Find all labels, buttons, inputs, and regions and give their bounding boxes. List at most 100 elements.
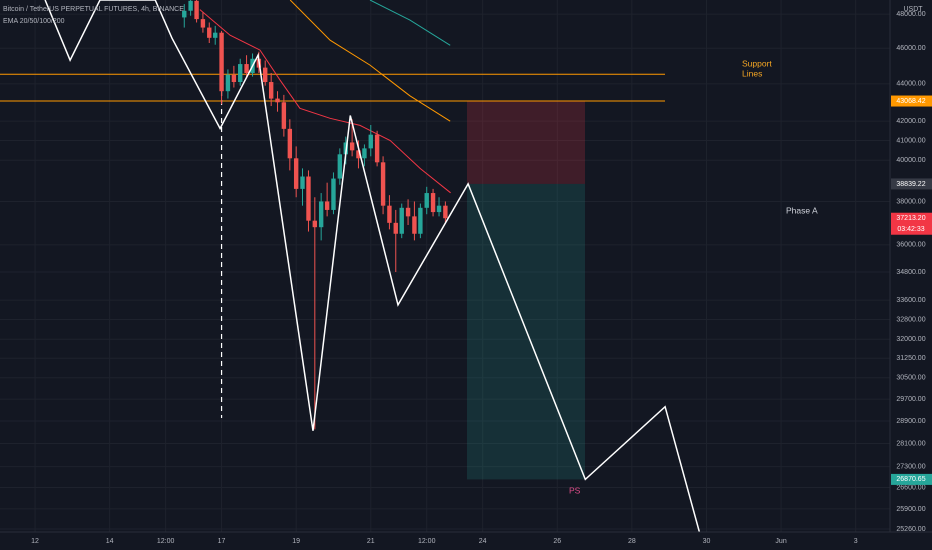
price-label-box [891, 95, 932, 107]
x-tick-label: 3 [854, 538, 858, 545]
candle-body [238, 64, 243, 83]
y-tick-label: 32800.00 [896, 316, 925, 323]
x-tick-label: 24 [479, 538, 487, 545]
x-tick-label: 12:00 [418, 538, 436, 545]
candle-body [412, 216, 417, 234]
zigzag-line [44, 0, 701, 532]
price-label-box [891, 473, 932, 485]
annotation: Support [742, 58, 772, 68]
y-tick-label: 40000.00 [896, 157, 925, 164]
candle-body [362, 148, 367, 159]
x-tick-label: 12:00 [157, 538, 175, 545]
candle-body [337, 154, 343, 179]
annotation: Phase A [786, 205, 818, 215]
candle-body [287, 128, 293, 159]
candle-body [293, 158, 299, 189]
y-tick-label: 41000.00 [896, 137, 925, 144]
candle-body [443, 205, 448, 219]
x-tick-label: 12 [31, 538, 39, 545]
candle-body [275, 98, 280, 103]
candle-body [244, 64, 249, 74]
candle-body [306, 176, 311, 221]
candle-body [436, 205, 442, 213]
stop-zone [467, 101, 585, 184]
candle-body [331, 178, 336, 210]
y-tick-label: 31250.00 [896, 355, 925, 362]
candle-body [349, 142, 355, 151]
candle-body [200, 19, 206, 28]
candle-body [225, 74, 231, 92]
x-tick-label: Jun [775, 538, 786, 545]
x-tick-label: 21 [367, 538, 375, 545]
price-label: 26870.65 [896, 476, 925, 483]
y-tick-label: 25900.00 [896, 506, 925, 513]
price-label-box [891, 212, 932, 235]
candle-body [219, 32, 224, 92]
candle-body [368, 134, 373, 149]
candle-body [268, 82, 274, 99]
axes: 48000.00 46000.00 44000.00 42000.00 41000.00… [31, 11, 932, 545]
candle-body [405, 207, 411, 217]
annotation: PS [569, 485, 581, 495]
y-tick-label: 29700.00 [896, 396, 925, 403]
candle-body [374, 134, 380, 163]
y-tick-label: 46000.00 [896, 45, 925, 52]
candle-body [300, 176, 305, 189]
candle-body [387, 205, 392, 223]
y-tick-label: 28900.00 [896, 418, 925, 425]
y-tick-label: 26600.00 [896, 484, 925, 491]
candle-body [312, 220, 318, 228]
candle-body [182, 10, 187, 18]
price-label: 37213.20 [896, 215, 925, 222]
y-tick-label: 48000.00 [896, 11, 925, 18]
candle-body [194, 0, 199, 20]
y-tick-label: 42000.00 [896, 118, 925, 125]
x-tick-label: 17 [218, 538, 226, 545]
plot-area [0, 0, 701, 532]
x-tick-label: 26 [553, 538, 561, 545]
candle-body [380, 162, 386, 206]
candle-body [318, 201, 324, 228]
candle-body [231, 74, 237, 83]
candle-body [324, 201, 330, 210]
ema-line [369, 0, 451, 46]
y-tick-label: 36000.00 [896, 242, 925, 249]
price-label: 43068.42 [896, 98, 925, 105]
candle-body [393, 222, 398, 234]
y-tick-label: 25260.00 [896, 526, 925, 533]
candle-body [356, 150, 361, 159]
y-tick-label: 27300.00 [896, 464, 925, 471]
price-label-box [891, 178, 932, 190]
candle-body [399, 207, 404, 234]
y-tick-label: 28100.00 [896, 440, 925, 447]
annotation: Lines [742, 68, 762, 78]
ema-line [199, 9, 451, 194]
chart-title: Bitcoin / TetherUS PERPETUAL FUTURES, 4h… [3, 6, 184, 13]
price-label: 38839.22 [896, 181, 925, 188]
candle-body [418, 207, 423, 234]
candle-body [213, 32, 218, 38]
x-tick-label: 28 [628, 538, 636, 545]
y-tick-label: 38000.00 [896, 198, 925, 205]
candle-body [430, 193, 436, 213]
candle-body [424, 193, 429, 208]
countdown-label: 03:42:33 [897, 226, 924, 233]
y-tick-label: 33600.00 [896, 297, 925, 304]
y-tick-label: 44000.00 [896, 81, 925, 88]
y-tick-label: 34800.00 [896, 269, 925, 276]
y-tick-label: 30500.00 [896, 375, 925, 382]
x-tick-label: 14 [106, 538, 114, 545]
x-tick-label: 19 [292, 538, 300, 545]
x-tick-label: 30 [703, 538, 711, 545]
candle-body [207, 27, 212, 38]
currency-label: USDT [903, 6, 923, 13]
ema-line [289, 0, 451, 122]
candle-body [188, 0, 193, 11]
indicator-label: EMA 20/50/100/200 [3, 18, 65, 25]
candle-body [281, 102, 287, 129]
candle-body [263, 67, 268, 83]
y-tick-label: 32000.00 [896, 336, 925, 343]
